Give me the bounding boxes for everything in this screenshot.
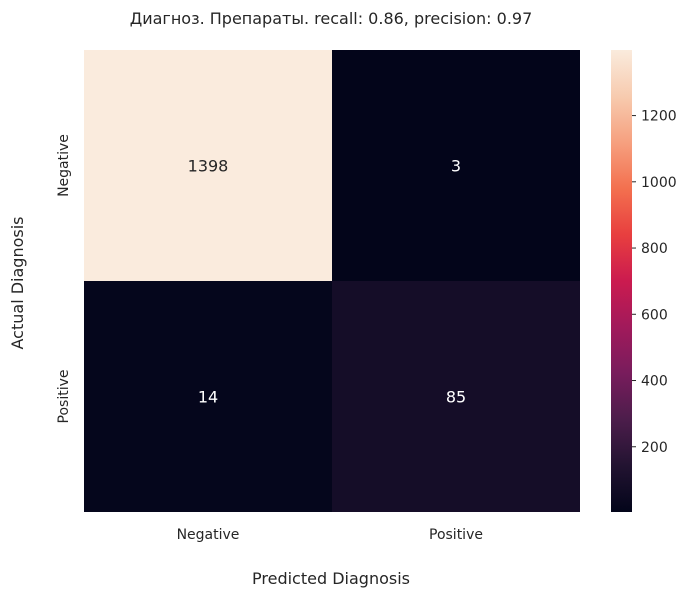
colorbar-tick-labels: 200 400 600 800 1000 1200 xyxy=(632,109,677,456)
colorbar-tick-label: 200 xyxy=(641,440,668,456)
cell-value-r0-c1: 3 xyxy=(451,157,461,176)
x-tick-label: Positive xyxy=(429,527,483,543)
y-tick-label: Negative xyxy=(56,134,72,197)
x-tick-label: Negative xyxy=(177,527,240,543)
y-tick-labels: Negative Positive xyxy=(56,134,72,423)
x-axis-label: Predicted Diagnosis xyxy=(252,569,410,588)
heatmap-cell-r0-c1 xyxy=(332,50,580,281)
cell-value-r1-c1: 85 xyxy=(446,388,466,407)
y-tick-label: Positive xyxy=(56,370,72,424)
colorbar-tick-label: 800 xyxy=(641,241,668,257)
heatmap-cell-r0-c0 xyxy=(84,50,332,281)
heatmap-cells xyxy=(84,50,580,512)
x-tick-labels: Negative Positive xyxy=(177,527,483,543)
cell-value-r0-c0: 1398 xyxy=(188,157,229,176)
cell-value-labels: 1398 3 14 85 xyxy=(188,157,467,407)
colorbar-tick-label: 1200 xyxy=(641,109,677,125)
y-axis-label: Actual Diagnosis xyxy=(8,217,27,350)
colorbar xyxy=(611,50,632,512)
chart-title: Диагноз. Препараты. recall: 0.86, precis… xyxy=(130,9,533,28)
heatmap-cell-r1-c1 xyxy=(332,281,580,512)
colorbar-tick-label: 400 xyxy=(641,374,668,390)
cell-value-r1-c0: 14 xyxy=(198,388,218,407)
colorbar-tick-label: 1000 xyxy=(641,175,677,191)
heatmap-cell-r1-c0 xyxy=(84,281,332,512)
colorbar-tick-label: 600 xyxy=(641,307,668,323)
